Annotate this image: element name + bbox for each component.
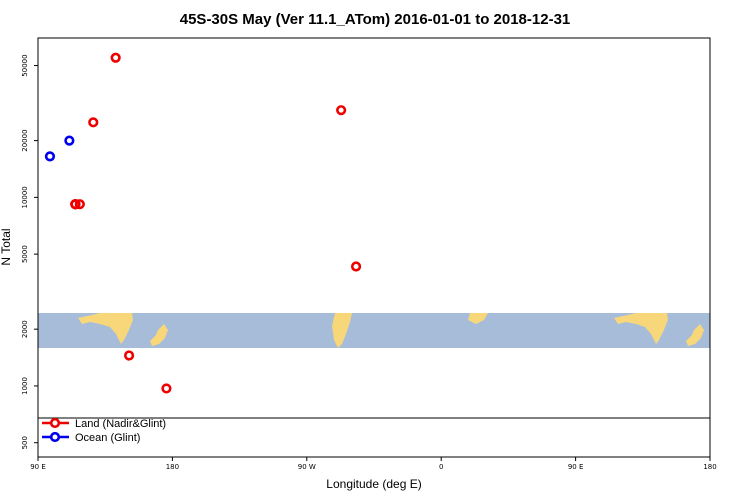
map-land-0 [78,313,133,344]
map-land-5 [686,324,704,346]
land-point [110,52,121,63]
x-tick-label: 0 [439,463,443,471]
chart-title: 45S-30S May (Ver 11.1_ATom) 2016-01-01 t… [180,11,571,28]
ocean-point [64,135,75,146]
legend-label-ocean: Ocean (Glint) [75,432,140,444]
legend-label-land: Land (Nadir&Glint) [75,418,166,430]
data-points [44,52,362,394]
x-tick-label: 90 E [568,463,584,471]
legend: Land (Nadir&Glint) Ocean (Glint) [42,417,166,444]
land-point [123,350,135,361]
map-land-2 [332,313,352,348]
x-tick-label: 180 [703,463,716,471]
y-tick-label: 10000 [21,186,29,208]
y-axis: 500 1000 2000 5000 10000 20000 50000 [21,54,38,449]
y-tick-label: 2000 [21,320,29,338]
land-point [88,117,99,128]
map-land-1 [150,324,168,346]
ocean-point [44,151,56,162]
y-tick-label: 20000 [21,129,29,151]
world-map-strip [38,313,710,348]
y-axis-label: N Total [0,228,13,265]
x-tick-label: 90 E [30,463,46,471]
map-land-4 [614,313,668,344]
x-axis-label: Longitude (deg E) [326,477,421,491]
x-axis: 90 E 180 90 W 0 90 E 180 [30,457,717,471]
map-land-3 [468,313,488,324]
legend-marker-land [49,417,61,429]
y-tick-label: 1000 [21,377,29,395]
plot-frame [37,37,711,458]
map-ocean [38,313,710,348]
y-tick-label: 5000 [21,245,29,263]
x-tick-label: 90 W [298,463,316,471]
land-point [161,383,172,394]
land-point [74,199,85,210]
y-tick-label: 500 [21,436,29,449]
y-tick-label: 50000 [21,54,29,76]
land-point [70,199,81,210]
legend-marker-ocean [49,431,61,443]
land-point [350,261,362,272]
land-point [336,105,347,116]
x-tick-label: 180 [166,463,179,471]
